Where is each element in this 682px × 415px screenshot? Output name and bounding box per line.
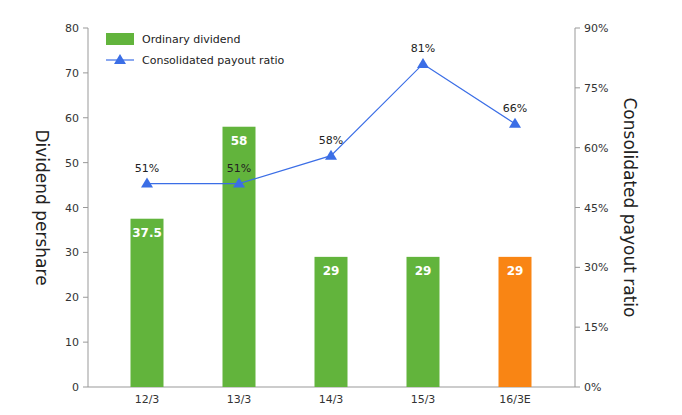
y-tick: [83, 162, 88, 163]
y2-tick-label: 75%: [584, 82, 608, 95]
bar-label: 29: [415, 264, 432, 278]
line-marker: [233, 178, 245, 188]
bar: [499, 257, 532, 387]
y-tick-label: 40: [65, 202, 79, 215]
y-tick: [83, 28, 88, 29]
y2-tick: [575, 28, 580, 29]
x-tick-label: 16/3E: [499, 393, 531, 406]
y-tick-label: 0: [72, 381, 79, 394]
y2-tick: [575, 387, 580, 388]
y2-tick-label: 45%: [584, 202, 608, 215]
x-tick-label: 15/3: [411, 393, 436, 406]
y-tick-label: 70: [65, 67, 79, 80]
y-tick-label: 30: [65, 246, 79, 259]
point-label: 66%: [503, 102, 527, 115]
y-tick: [83, 252, 88, 253]
y2-tick-label: 90%: [584, 22, 608, 35]
bar-label: 58: [231, 134, 248, 148]
y-tick-label: 80: [65, 22, 79, 35]
bar: [131, 219, 164, 387]
y-tick: [83, 117, 88, 118]
data-labels: 37.5 58 29 29 29 51% 51% 58% 81% 66%: [132, 42, 527, 278]
line-marker: [417, 58, 429, 68]
bar-label: 37.5: [132, 226, 162, 240]
chart: 0 10 20 30 40 50 60 70 80 0% 15% 30% 45% 60% 75% 90% 12/…: [0, 0, 682, 415]
y-tick-label: 60: [65, 112, 79, 125]
y2-tick: [575, 267, 580, 268]
x-tick-label: 12/3: [135, 393, 160, 406]
point-label: 51%: [227, 162, 251, 175]
bar-label: 29: [507, 264, 524, 278]
legend-label: Consolidated payout ratio: [142, 54, 285, 67]
x-tick-label: 13/3: [227, 393, 252, 406]
bar: [315, 257, 348, 387]
y2-axis-title: Consolidated payout ratio: [620, 98, 640, 318]
line-marker: [325, 150, 337, 160]
y2-tick-label: 60%: [584, 142, 608, 155]
y2-tick: [575, 147, 580, 148]
point-label: 81%: [411, 42, 435, 55]
legend-swatch: [106, 33, 134, 45]
y-tick: [83, 207, 88, 208]
x-tick-label: 14/3: [319, 393, 344, 406]
legend-label: Ordinary dividend: [142, 33, 241, 46]
y2-tick-label: 15%: [584, 321, 608, 334]
y2-tick: [575, 87, 580, 88]
bar-label: 29: [323, 264, 340, 278]
y2-tick-label: 0%: [584, 381, 601, 394]
y-tick-label: 20: [65, 291, 79, 304]
y-tick: [83, 387, 88, 388]
line-marker: [141, 178, 153, 188]
line: [147, 64, 515, 184]
y-tick: [83, 72, 88, 73]
point-label: 58%: [319, 134, 343, 147]
y-tick-label: 10: [65, 336, 79, 349]
y2-tick-label: 30%: [584, 261, 608, 274]
plot-marks: [131, 58, 532, 387]
y-axis-title: Dividend pershare: [32, 129, 52, 285]
point-label: 51%: [135, 162, 159, 175]
line-marker: [509, 118, 521, 128]
legend-marker: [114, 54, 126, 64]
y-tick-label: 50: [65, 157, 79, 170]
y2-tick: [575, 327, 580, 328]
y2-tick: [575, 207, 580, 208]
bar: [407, 257, 440, 387]
y-tick: [83, 297, 88, 298]
bar: [223, 127, 256, 387]
legend: Ordinary dividend Consolidated payout rat…: [106, 33, 285, 67]
y-tick: [83, 342, 88, 343]
